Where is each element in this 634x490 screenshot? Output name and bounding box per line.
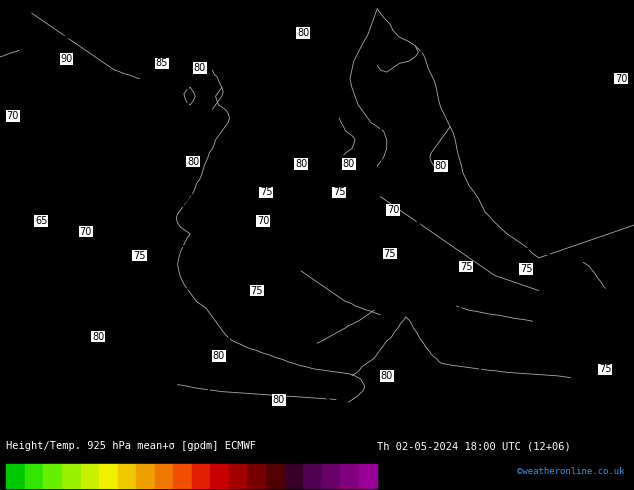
- Bar: [285, 464, 303, 488]
- Text: 80: 80: [273, 395, 285, 405]
- Text: 80: 80: [92, 332, 105, 342]
- Bar: [99, 464, 118, 488]
- Text: 75: 75: [599, 365, 612, 374]
- Bar: [321, 464, 340, 488]
- Text: 70: 70: [387, 205, 399, 215]
- Bar: [173, 464, 191, 488]
- Bar: [155, 464, 173, 488]
- Bar: [136, 464, 155, 488]
- Text: 80: 80: [342, 159, 355, 169]
- Text: 75: 75: [460, 262, 472, 271]
- Text: 75: 75: [384, 248, 396, 259]
- Text: 75: 75: [133, 251, 146, 261]
- Bar: [118, 464, 136, 488]
- Text: 80: 80: [212, 351, 225, 361]
- Text: 75: 75: [260, 187, 273, 197]
- Bar: [25, 464, 43, 488]
- Bar: [6, 464, 25, 488]
- Text: 70: 70: [79, 227, 92, 237]
- Text: 85: 85: [155, 58, 168, 69]
- Text: 80: 80: [295, 159, 307, 169]
- Bar: [210, 464, 229, 488]
- Text: Height/Temp. 925 hPa mean+σ [gpdm] ECMWF: Height/Temp. 925 hPa mean+σ [gpdm] ECMWF: [6, 441, 256, 451]
- Bar: [81, 464, 99, 488]
- Bar: [191, 464, 210, 488]
- Bar: [229, 464, 247, 488]
- Text: 80: 80: [434, 161, 447, 171]
- Text: 90: 90: [60, 54, 73, 64]
- Bar: [43, 464, 62, 488]
- Text: ©weatheronline.co.uk: ©weatheronline.co.uk: [517, 467, 624, 476]
- Text: 80: 80: [380, 371, 393, 381]
- Bar: [303, 464, 321, 488]
- Text: 70: 70: [615, 74, 628, 84]
- Text: 75: 75: [520, 264, 533, 274]
- Text: 75: 75: [250, 286, 263, 295]
- Text: 70: 70: [257, 216, 269, 226]
- Text: 80: 80: [193, 63, 206, 73]
- Text: Th 02-05-2024 18:00 UTC (12+06): Th 02-05-2024 18:00 UTC (12+06): [377, 441, 571, 451]
- Text: 75: 75: [333, 187, 346, 197]
- Bar: [266, 464, 285, 488]
- Text: 65: 65: [35, 216, 48, 226]
- Bar: [247, 464, 266, 488]
- Text: 80: 80: [187, 157, 200, 167]
- Bar: [62, 464, 81, 488]
- Bar: [359, 464, 377, 488]
- Text: 80: 80: [297, 28, 309, 38]
- Text: 70: 70: [6, 111, 19, 121]
- Bar: [340, 464, 359, 488]
